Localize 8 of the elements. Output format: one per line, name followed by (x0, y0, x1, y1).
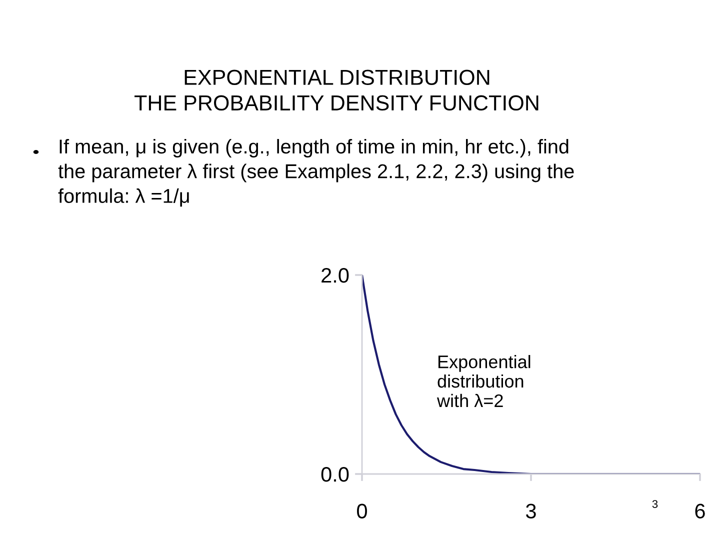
x-tick-label: 0 (357, 504, 367, 518)
annotation: Exponential distribution with λ=2 (436, 355, 530, 408)
chart-subtitle: If mean, μ is given (e.g., length of time in min, hr etc.), find the parameter λ first (see Examples 2.1, 2.2, 2.3) using the formula: λ =1/μ (58, 139, 574, 207)
x-tick-label: 3 (526, 504, 536, 518)
chart-title: EXPONENTIAL DISTRIBUTION THE PROBABILITY DENSITY FUNCTION (134, 70, 538, 111)
y-tick-label: 2.0 (322, 268, 349, 283)
x-tick-label: 6 (695, 504, 705, 518)
y-tick-label: 0.0 (321, 467, 349, 482)
